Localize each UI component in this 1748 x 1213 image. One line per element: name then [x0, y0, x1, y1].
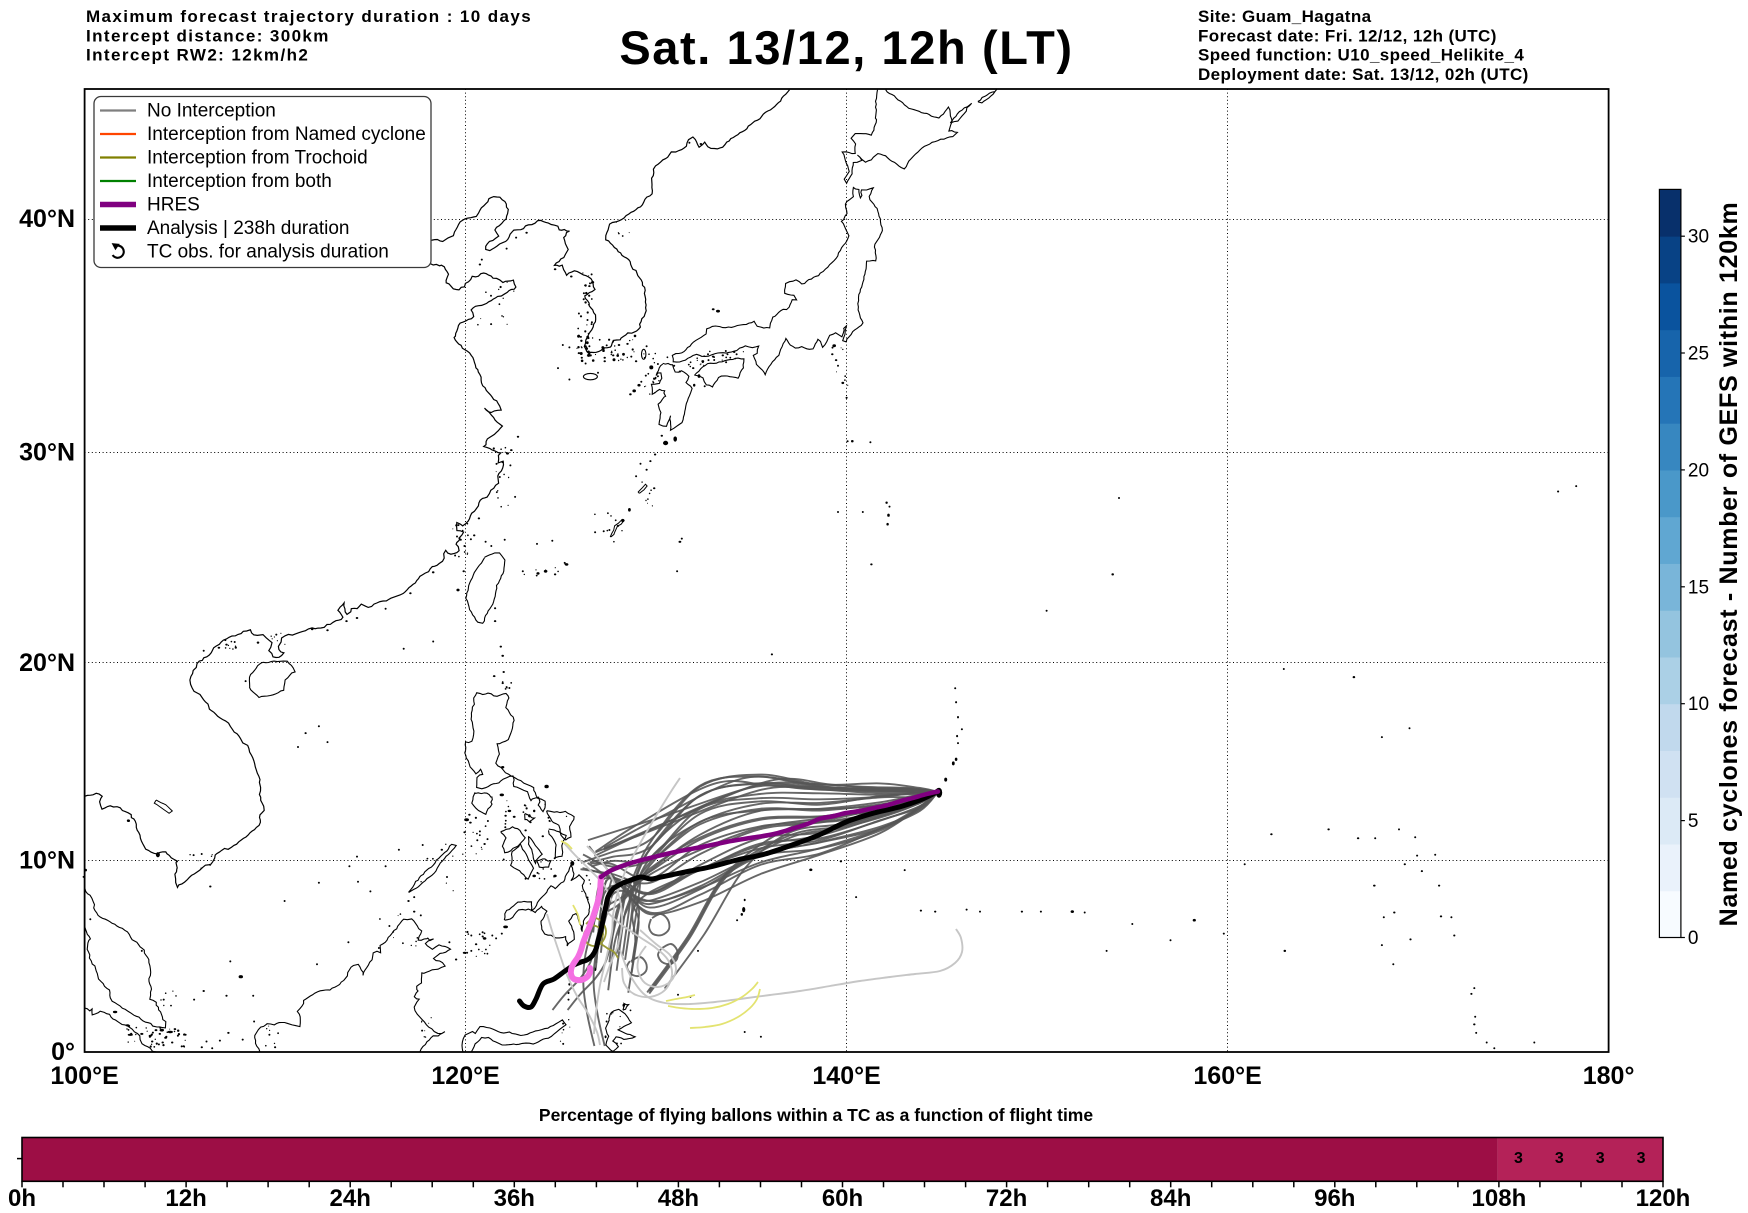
- svg-text:10°N: 10°N: [19, 847, 75, 875]
- svg-text:No Interception: No Interception: [147, 101, 276, 122]
- svg-text:36h: 36h: [494, 1185, 535, 1212]
- svg-text:Percentage of flying ballons w: Percentage of flying ballons within a TC…: [539, 1105, 1093, 1125]
- svg-text:100°E: 100°E: [50, 1062, 118, 1090]
- svg-text:Named cyclones forecast - Numb: Named cyclones forecast - Number of GEFS…: [1715, 202, 1743, 927]
- svg-text:48h: 48h: [658, 1185, 699, 1212]
- svg-text:3: 3: [1555, 1150, 1564, 1167]
- svg-text:120h: 120h: [1636, 1185, 1691, 1212]
- svg-text:30: 30: [1688, 227, 1709, 248]
- svg-text:24h: 24h: [330, 1185, 371, 1212]
- svg-text:84h: 84h: [1150, 1185, 1191, 1212]
- svg-text:40°N: 40°N: [19, 205, 75, 233]
- svg-text:108h: 108h: [1472, 1185, 1527, 1212]
- svg-text:Interception from Named cyclon: Interception from Named cyclone: [147, 124, 426, 145]
- svg-text:Maximum forecast trajectory du: Maximum forecast trajectory duration : 1…: [86, 7, 532, 26]
- svg-text:Forecast date: Fri. 12/12, 12h: Forecast date: Fri. 12/12, 12h (UTC): [1198, 26, 1497, 45]
- svg-text:20: 20: [1688, 460, 1709, 481]
- svg-text:180°: 180°: [1583, 1062, 1635, 1090]
- svg-text:160°E: 160°E: [1193, 1062, 1261, 1090]
- svg-text:3: 3: [1514, 1150, 1523, 1167]
- svg-text:5: 5: [1688, 811, 1699, 832]
- svg-text:20°N: 20°N: [19, 649, 75, 677]
- svg-text:Interception from Trochoid: Interception from Trochoid: [147, 148, 368, 169]
- svg-text:96h: 96h: [1314, 1185, 1355, 1212]
- svg-text:Intercept distance: 300km: Intercept distance: 300km: [86, 26, 330, 45]
- svg-text:0°: 0°: [51, 1038, 75, 1066]
- svg-text:10: 10: [1688, 694, 1709, 715]
- svg-text:3: 3: [1637, 1150, 1646, 1167]
- svg-text:Deployment date: Sat. 13/12, 0: Deployment date: Sat. 13/12, 02h (UTC): [1198, 65, 1529, 84]
- svg-text:HRES: HRES: [147, 195, 200, 216]
- svg-text:TC obs. for analysis duration: TC obs. for analysis duration: [147, 242, 389, 263]
- svg-text:0: 0: [1688, 928, 1699, 949]
- svg-text:Intercept RW2: 12km/h2: Intercept RW2: 12km/h2: [86, 46, 309, 65]
- svg-text:Interception from both: Interception from both: [147, 171, 332, 192]
- svg-text:Analysis | 238h duration: Analysis | 238h duration: [147, 218, 349, 239]
- svg-text:25: 25: [1688, 344, 1709, 365]
- svg-text:60h: 60h: [822, 1185, 863, 1212]
- svg-text:12h: 12h: [165, 1185, 206, 1212]
- svg-text:30°N: 30°N: [19, 438, 75, 466]
- svg-text:Speed function: U10_speed_Heli: Speed function: U10_speed_Helikite_4: [1198, 46, 1524, 65]
- svg-text:15: 15: [1688, 577, 1709, 598]
- svg-text:0h: 0h: [8, 1185, 36, 1212]
- svg-text:Sat. 13/12, 12h (LT): Sat. 13/12, 12h (LT): [619, 21, 1073, 74]
- svg-text:120°E: 120°E: [431, 1062, 499, 1090]
- svg-text:72h: 72h: [986, 1185, 1027, 1212]
- svg-text:Site: Guam_Hagatna: Site: Guam_Hagatna: [1198, 7, 1372, 26]
- svg-text:3: 3: [1596, 1150, 1605, 1167]
- svg-text:140°E: 140°E: [812, 1062, 880, 1090]
